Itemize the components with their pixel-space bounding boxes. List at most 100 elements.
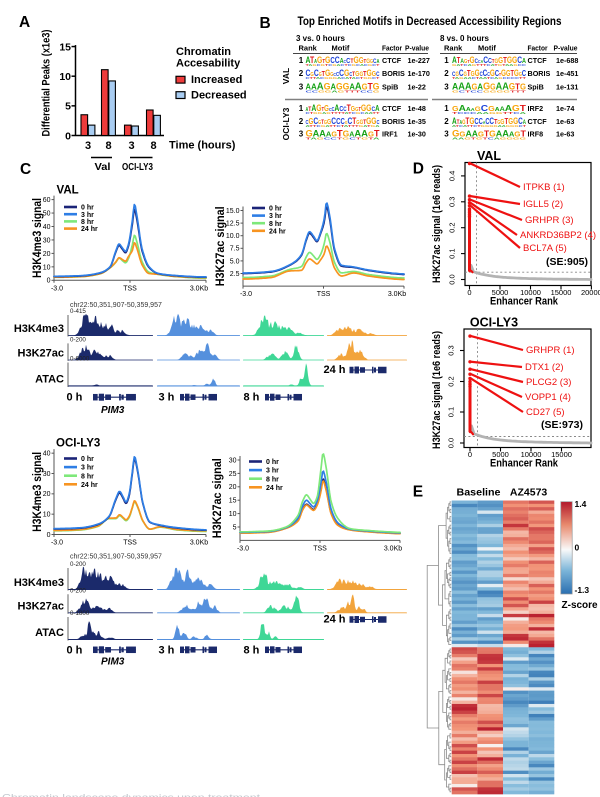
svg-text:1e-131: 1e-131 xyxy=(556,83,578,92)
svg-text:1e-48: 1e-48 xyxy=(408,104,426,113)
svg-text:5: 5 xyxy=(233,524,237,531)
svg-text:24 hr: 24 hr xyxy=(81,482,98,489)
svg-text:0 h: 0 h xyxy=(67,392,83,404)
svg-text:CTCF: CTCF xyxy=(382,56,402,65)
svg-text:P-value: P-value xyxy=(405,44,429,53)
svg-text:chr22:50,351,907-50,359,957: chr22:50,351,907-50,359,957 xyxy=(70,302,162,309)
svg-text:3 h: 3 h xyxy=(159,392,175,404)
svg-text:-1.3: -1.3 xyxy=(575,585,590,595)
svg-text:H3K4me3 signal: H3K4me3 signal xyxy=(30,452,44,532)
svg-text:A: A xyxy=(19,14,30,31)
svg-text:2.5: 2.5 xyxy=(230,271,240,278)
svg-text:CTCF: CTCF xyxy=(382,104,402,113)
svg-text:-3.0: -3.0 xyxy=(240,291,252,298)
svg-text:ANKRD36BP2 (4): ANKRD36BP2 (4) xyxy=(520,230,596,241)
svg-text:10: 10 xyxy=(229,511,237,518)
svg-text:GRHPR (1): GRHPR (1) xyxy=(526,345,575,356)
svg-text:GGAAGTGAAAGT: GGAAGTGAAAGT xyxy=(452,129,527,139)
svg-text:1e-35: 1e-35 xyxy=(408,117,426,126)
svg-text:24 h: 24 h xyxy=(324,364,346,376)
svg-text:(SE:905): (SE:905) xyxy=(546,256,588,268)
svg-text:0 hr: 0 hr xyxy=(81,205,94,212)
svg-text:0.2: 0.2 xyxy=(447,376,456,386)
svg-text:-3.0: -3.0 xyxy=(51,285,63,292)
svg-text:CGCGTGGCCCGCTGGTGGC: CGCGTGGCCCGCTGGTGGC xyxy=(452,68,526,78)
svg-text:(SE:973): (SE:973) xyxy=(541,419,583,431)
svg-text:H3K27ac: H3K27ac xyxy=(18,600,64,612)
svg-text:20: 20 xyxy=(229,484,237,491)
svg-text:PLCG2 (3): PLCG2 (3) xyxy=(526,377,571,388)
svg-text:OCI-LY3: OCI-LY3 xyxy=(470,316,518,330)
svg-text:1e-74: 1e-74 xyxy=(556,104,574,113)
svg-text:Factor: Factor xyxy=(382,44,402,53)
svg-text:ATAC: ATAC xyxy=(35,374,64,386)
svg-text:ATAGTGCCACCTGGTGGCA: ATAGTGCCACCTGGTGGCA xyxy=(306,103,380,113)
svg-text:D: D xyxy=(413,161,424,178)
svg-text:8 h: 8 h xyxy=(244,392,260,404)
svg-text:AAAGAGGAAGTG: AAAGAGGAAGTG xyxy=(306,81,380,93)
svg-text:TSS: TSS xyxy=(313,545,327,552)
svg-text:0 h: 0 h xyxy=(67,644,83,656)
svg-text:H3K27ac signal: H3K27ac signal xyxy=(213,206,227,286)
svg-text:15.0: 15.0 xyxy=(226,208,240,215)
svg-text:IRF2: IRF2 xyxy=(528,104,544,113)
svg-text:8 vs. 0 hours: 8 vs. 0 hours xyxy=(440,34,489,43)
svg-text:BORIS: BORIS xyxy=(382,117,405,126)
svg-text:3 vs. 0 hours: 3 vs. 0 hours xyxy=(296,34,345,43)
svg-text:10000: 10000 xyxy=(521,450,542,459)
svg-text:3 hr: 3 hr xyxy=(266,468,279,475)
svg-text:0: 0 xyxy=(468,450,472,459)
svg-text:2: 2 xyxy=(299,117,304,126)
svg-text:0: 0 xyxy=(65,130,71,142)
svg-text:15000: 15000 xyxy=(551,450,572,459)
svg-text:20: 20 xyxy=(43,251,51,258)
svg-text:1e-63: 1e-63 xyxy=(556,130,574,139)
svg-text:40: 40 xyxy=(43,224,51,231)
svg-text:TSS: TSS xyxy=(123,540,137,547)
svg-text:24 hr: 24 hr xyxy=(269,228,286,235)
svg-text:Top Enriched Motifs in Decreas: Top Enriched Motifs in Decreased Accessi… xyxy=(298,14,562,28)
svg-text:12.5: 12.5 xyxy=(226,221,240,228)
svg-text:BORIS: BORIS xyxy=(382,69,405,78)
svg-text:IRF1: IRF1 xyxy=(382,130,398,139)
svg-text:H3K27ac signal (1e6 reads): H3K27ac signal (1e6 reads) xyxy=(431,165,443,283)
svg-text:SpiB: SpiB xyxy=(382,83,398,92)
svg-text:0: 0 xyxy=(575,543,580,553)
svg-text:3 hr: 3 hr xyxy=(81,212,94,219)
svg-text:8 hr: 8 hr xyxy=(81,473,94,480)
svg-text:40: 40 xyxy=(43,451,51,458)
svg-text:0.3: 0.3 xyxy=(448,197,457,207)
svg-text:3: 3 xyxy=(299,130,304,139)
svg-text:3 hr: 3 hr xyxy=(81,465,94,472)
svg-text:8 hr: 8 hr xyxy=(266,476,279,483)
svg-text:8: 8 xyxy=(151,140,157,152)
svg-text:AZ4573: AZ4573 xyxy=(510,487,548,499)
svg-text:ITPKB (1): ITPKB (1) xyxy=(523,182,565,193)
svg-text:-3.0: -3.0 xyxy=(51,540,63,547)
svg-text:8 hr: 8 hr xyxy=(269,221,282,228)
svg-text:0.0: 0.0 xyxy=(447,438,456,448)
svg-text:0-6000: 0-6000 xyxy=(70,356,90,363)
svg-text:Z-score: Z-score xyxy=(562,600,599,611)
svg-text:VAL: VAL xyxy=(281,68,291,84)
svg-text:3: 3 xyxy=(299,83,304,92)
svg-text:Accesability: Accesability xyxy=(176,58,241,70)
svg-text:Rank: Rank xyxy=(299,44,318,53)
svg-text:Val: Val xyxy=(95,161,111,173)
svg-text:1: 1 xyxy=(299,104,304,113)
svg-text:Differential Peaks (x1e3): Differential Peaks (x1e3) xyxy=(41,29,53,136)
svg-text:0 hr: 0 hr xyxy=(266,459,279,466)
svg-text:Enhancer Rank: Enhancer Rank xyxy=(490,458,559,470)
svg-text:CGCGTGGCCCGCTGGTGGC: CGCGTGGCCCGCTGGTGGC xyxy=(306,68,380,78)
svg-text:VAL: VAL xyxy=(477,149,501,163)
svg-text:3.0Kb: 3.0Kb xyxy=(388,291,406,298)
svg-text:3 h: 3 h xyxy=(159,644,175,656)
svg-text:0 hr: 0 hr xyxy=(81,456,94,463)
svg-text:H3K4me3: H3K4me3 xyxy=(14,323,64,335)
